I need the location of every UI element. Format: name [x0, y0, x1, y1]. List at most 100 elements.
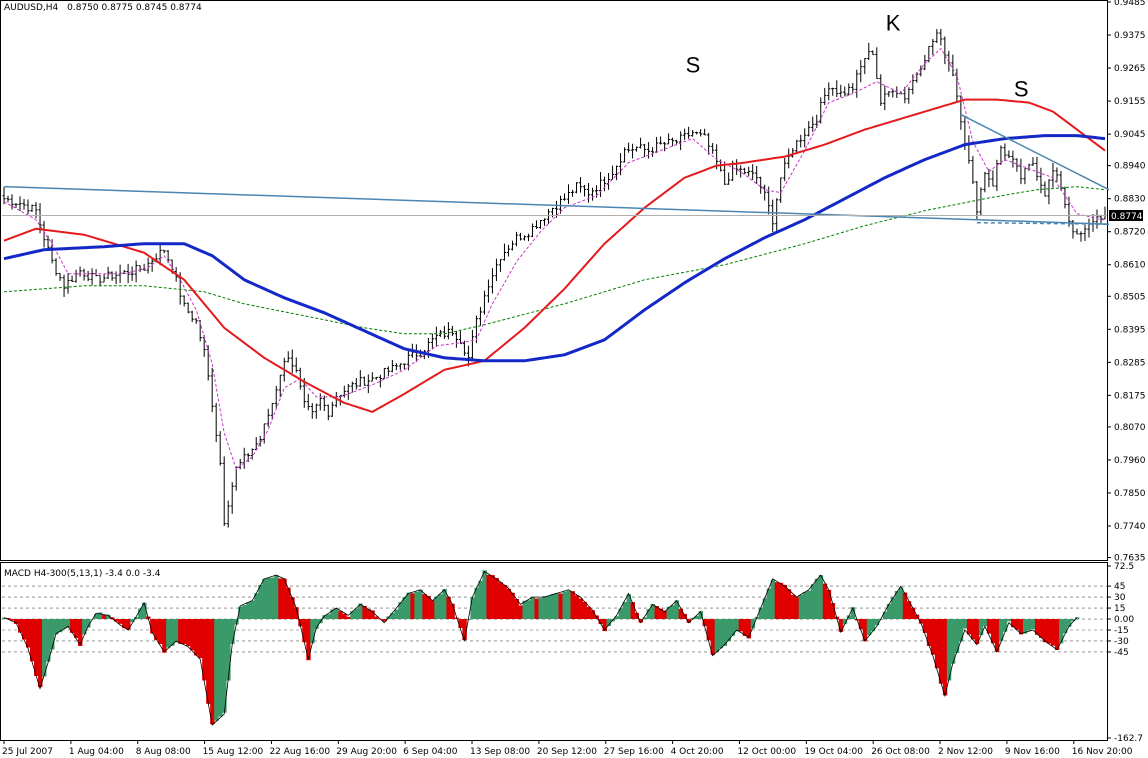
candle-bar	[182, 295, 186, 307]
candle-bar	[903, 86, 907, 104]
macd-bar	[198, 619, 203, 659]
candle-bar	[70, 275, 74, 282]
macd-bar	[74, 619, 79, 638]
candle-bar	[791, 148, 795, 158]
macd-bar	[718, 619, 724, 649]
macd-bar	[902, 592, 908, 620]
macd-bar	[194, 619, 199, 656]
macd-bar	[698, 611, 704, 620]
macd-bar	[338, 611, 343, 620]
macd-bar	[966, 619, 972, 635]
macd-bar	[62, 619, 67, 629]
candle-bar	[1083, 224, 1087, 242]
macd-bar	[822, 583, 828, 620]
macd-bar	[86, 619, 91, 628]
macd-bar	[818, 575, 824, 620]
price-tick-label: 0.7740	[1114, 522, 1146, 532]
macd-bar	[470, 597, 475, 620]
macd-bar	[1010, 619, 1016, 628]
time-tick-label: 25 Jul 2007	[2, 747, 53, 757]
candle-bar	[751, 164, 755, 180]
ema-magenta-line	[3, 47, 1105, 470]
candle-bar	[290, 349, 294, 374]
macd-bar	[46, 619, 51, 662]
macd-bar	[742, 619, 748, 636]
macd-bar	[1006, 619, 1012, 622]
macd-bar	[830, 603, 836, 620]
candle-bar	[1031, 157, 1035, 166]
macd-bar	[138, 608, 143, 620]
macd-bar	[346, 616, 351, 620]
macd-bar	[98, 612, 103, 620]
macd-bar	[2, 617, 7, 620]
macd-bar	[462, 619, 467, 641]
candle-bar	[494, 258, 499, 282]
macd-bar	[558, 593, 563, 620]
macd-bar	[670, 605, 676, 620]
macd-bar	[38, 619, 43, 688]
trendline[interactable]	[976, 221, 1110, 225]
macd-bar	[1030, 619, 1036, 630]
macd-bar	[1026, 619, 1032, 631]
candle-bar	[767, 186, 771, 215]
candle-bar	[398, 363, 402, 371]
candle-bar	[510, 240, 515, 251]
macd-bar	[230, 619, 235, 644]
candle-bar	[342, 385, 346, 398]
candle-bar	[450, 325, 455, 337]
macd-bar	[34, 619, 39, 676]
macd-bar	[1050, 619, 1056, 646]
macd-bar	[958, 619, 964, 642]
macd-bar	[174, 619, 179, 643]
macd-bar	[650, 604, 655, 620]
ohlc-values: 0.8750 0.8775 0.8745 0.8774	[67, 3, 202, 13]
macd-bar	[914, 614, 920, 620]
trendline[interactable]	[960, 113, 1110, 191]
main-plot-frame	[0, 0, 1108, 561]
time-tick-label: 27 Sep 16:00	[604, 747, 664, 757]
macd-bar	[1062, 619, 1068, 634]
candle-bar	[1023, 168, 1027, 185]
macd-bar	[426, 595, 431, 620]
sma-red-line	[3, 98, 1106, 413]
candle-bar	[991, 170, 995, 187]
candle-bar	[442, 325, 447, 339]
candle-bar	[490, 268, 495, 294]
candle-bar	[843, 86, 847, 97]
price-tick-label: 0.8070	[1114, 423, 1146, 433]
price-tick-label: 0.8720	[1114, 228, 1146, 238]
macd-bar	[814, 578, 820, 620]
candle-bar	[226, 500, 230, 528]
candle-bar	[482, 290, 487, 315]
macd-level-label: -162.7	[1114, 734, 1143, 744]
macd-bar	[114, 619, 119, 622]
candle-bar	[10, 194, 14, 210]
candle-bar	[314, 403, 318, 419]
macd-bar	[330, 609, 335, 620]
macd-bar	[422, 594, 427, 620]
candle-bar	[190, 310, 194, 323]
candle-bar	[859, 60, 863, 83]
macd-bar	[554, 593, 559, 620]
candle-bar	[498, 259, 503, 272]
candle-bar	[454, 330, 459, 348]
candle-bar	[186, 302, 190, 314]
macd-bar	[922, 619, 928, 634]
candle-bar	[478, 306, 483, 327]
macd-bar	[926, 619, 932, 647]
candle-bar	[847, 83, 851, 96]
candle-bar	[971, 155, 975, 185]
trendline[interactable]	[3, 185, 1110, 225]
macd-bar	[150, 619, 155, 634]
candle-bar	[807, 121, 811, 137]
candle-bar	[1075, 228, 1079, 235]
candle-bar	[106, 266, 110, 279]
time-tick-label: 8 Aug 08:00	[136, 747, 191, 757]
macd-bar	[290, 597, 295, 620]
macd-bar	[1002, 619, 1008, 632]
macd-bar	[162, 619, 167, 653]
macd-bar	[398, 602, 403, 620]
macd-bar	[954, 619, 960, 654]
macd-level-label: 45	[1114, 582, 1125, 592]
